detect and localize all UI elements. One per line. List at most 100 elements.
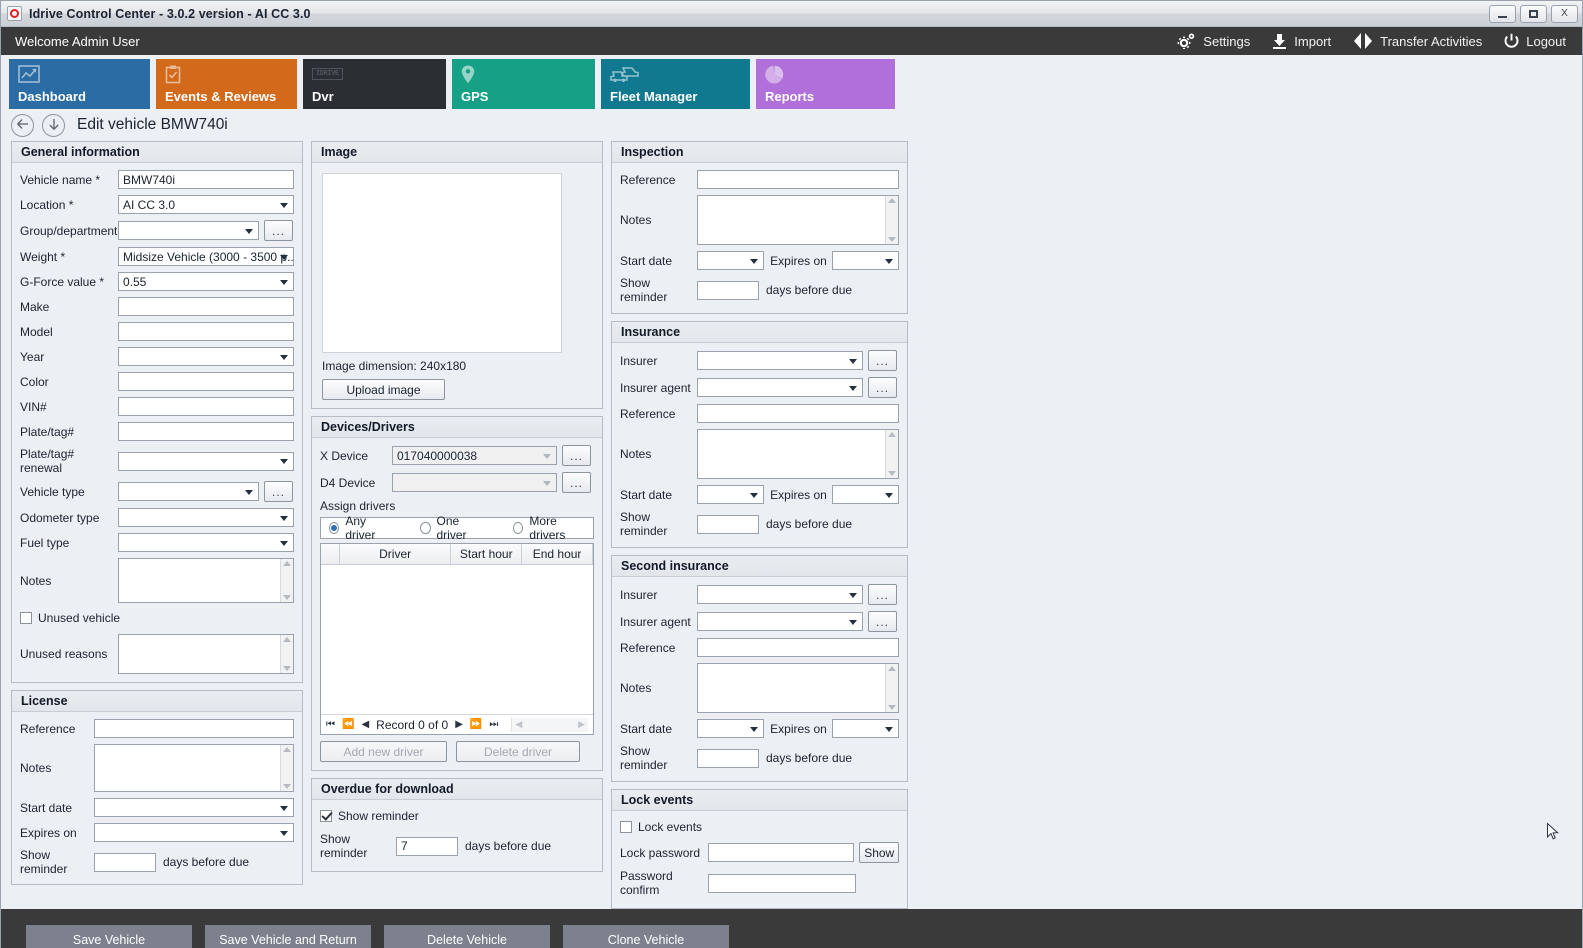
save-vehicle-button[interactable]: Save Vehicle <box>26 925 192 948</box>
license-notes-textarea[interactable] <box>94 744 294 792</box>
close-button[interactable]: X <box>1551 4 1578 23</box>
plate-tag-input[interactable] <box>118 422 294 441</box>
drivers-column-driver[interactable]: Driver <box>340 544 452 564</box>
license-start-date-select[interactable] <box>94 798 294 817</box>
back-button[interactable] <box>11 113 34 137</box>
model-input[interactable] <box>118 322 294 341</box>
second-insurance-notes-textarea[interactable] <box>697 663 899 713</box>
settings-button[interactable]: Settings <box>1177 33 1250 49</box>
notes-textarea[interactable] <box>118 558 294 603</box>
tab-events-reviews[interactable]: Events & Reviews <box>156 59 297 109</box>
color-input[interactable] <box>118 372 294 391</box>
group-department-select[interactable] <box>118 221 259 240</box>
inspection-notes-scrollbar[interactable] <box>885 196 898 244</box>
inspection-expires-on-select[interactable] <box>831 251 899 270</box>
last-record-button[interactable]: ⏭ <box>489 719 499 730</box>
odometer-type-select[interactable] <box>118 508 294 527</box>
collapse-button[interactable] <box>42 113 65 137</box>
upload-image-button[interactable]: Upload image <box>322 379 445 400</box>
previous-page-button[interactable]: ⏪ <box>342 719 355 730</box>
unused-vehicle-checkbox[interactable] <box>20 612 32 624</box>
maximize-button[interactable] <box>1520 4 1547 23</box>
unused-reasons-textarea[interactable] <box>118 634 294 674</box>
insurance-reference-input[interactable] <box>697 404 899 423</box>
d4-device-select[interactable] <box>392 473 557 492</box>
insurance-show-reminder-input[interactable] <box>697 514 759 534</box>
minimize-button[interactable] <box>1489 4 1516 23</box>
lock-password-input[interactable] <box>708 843 855 862</box>
vehicle-type-browse-button[interactable]: ... <box>264 481 293 502</box>
second-insurance-show-reminder-input[interactable] <box>697 748 759 768</box>
first-record-button[interactable]: ⏮ <box>326 719 335 730</box>
license-expires-on-select[interactable] <box>94 823 294 842</box>
insurance-insurer-agent-select[interactable] <box>697 378 863 397</box>
fuel-type-select[interactable] <box>118 533 294 552</box>
clone-vehicle-button[interactable]: Clone Vehicle <box>563 925 729 948</box>
plate-renewal-select[interactable] <box>118 451 294 471</box>
notes-scrollbar[interactable] <box>280 559 293 602</box>
group-department-browse-button[interactable]: ... <box>264 220 293 241</box>
tab-fleet-manager[interactable]: Fleet Manager <box>601 59 750 109</box>
license-show-reminder-input[interactable] <box>94 852 156 872</box>
insurance-notes-textarea[interactable] <box>697 429 899 479</box>
tab-reports[interactable]: Reports <box>756 59 895 109</box>
password-confirm-input[interactable] <box>708 873 856 893</box>
add-new-driver-button[interactable]: Add new driver <box>320 741 447 762</box>
save-vehicle-and-return-button[interactable]: Save Vehicle and Return <box>205 925 371 948</box>
second-insurance-insurer-select[interactable] <box>697 585 863 604</box>
inspection-notes-textarea[interactable] <box>697 195 899 245</box>
second-insurance-insurer-agent-select[interactable] <box>697 612 863 631</box>
radio-any-driver[interactable]: Any driver <box>329 514 390 542</box>
location-select[interactable]: AI CC 3.0 <box>118 195 294 214</box>
insurance-expires-on-select[interactable] <box>831 485 899 504</box>
license-reference-input[interactable] <box>94 719 294 738</box>
inspection-reference-input[interactable] <box>697 170 899 189</box>
weight-select[interactable]: Midsize Vehicle (3000 - 3500 p... <box>118 247 294 266</box>
previous-record-button[interactable]: ◀ <box>361 719 370 730</box>
drivers-column-end-hour[interactable]: End hour <box>522 544 593 564</box>
vehicle-name-input[interactable]: BMW740i <box>118 170 294 189</box>
insurance-insurer-agent-browse-button[interactable]: ... <box>868 377 897 398</box>
delete-driver-button[interactable]: Delete driver <box>456 741 580 762</box>
overdue-show-reminder-checkbox[interactable] <box>320 810 332 822</box>
insurance-insurer-browse-button[interactable]: ... <box>868 350 897 371</box>
inspection-show-reminder-input[interactable] <box>697 280 759 300</box>
drivers-horizontal-scrollbar[interactable]: ◀ ▶ <box>511 717 588 732</box>
year-select[interactable] <box>118 347 294 366</box>
vin-input[interactable] <box>118 397 294 416</box>
second-insurance-expires-on-select[interactable] <box>831 719 899 738</box>
insurance-notes-scrollbar[interactable] <box>885 430 898 478</box>
second-insurance-start-date-select[interactable] <box>697 719 765 738</box>
gforce-select[interactable]: 0.55 <box>118 272 294 291</box>
tab-dashboard[interactable]: Dashboard <box>9 59 150 109</box>
delete-vehicle-button[interactable]: Delete Vehicle <box>384 925 550 948</box>
second-insurance-insurer-browse-button[interactable]: ... <box>868 584 897 605</box>
overdue-show-reminder-checkbox-row[interactable]: Show reminder <box>320 809 594 823</box>
drivers-column-selector[interactable] <box>321 544 340 564</box>
radio-one-driver[interactable]: One driver <box>420 514 483 542</box>
lock-events-checkbox-row[interactable]: Lock events <box>620 820 899 834</box>
drivers-column-start-hour[interactable]: Start hour <box>451 544 523 564</box>
license-notes-scrollbar[interactable] <box>280 745 293 791</box>
x-device-select[interactable]: 017040000038 <box>392 446 557 465</box>
radio-more-drivers-button[interactable] <box>513 522 524 534</box>
radio-any-driver-button[interactable] <box>329 522 340 534</box>
next-record-button[interactable]: ▶ <box>455 719 463 730</box>
next-page-button[interactable]: ⏩ <box>469 719 483 730</box>
tab-gps[interactable]: GPS <box>452 59 595 109</box>
vehicle-type-select[interactable] <box>118 482 259 501</box>
transfer-activities-button[interactable]: Transfer Activities <box>1353 33 1482 49</box>
radio-one-driver-button[interactable] <box>420 522 431 534</box>
logout-button[interactable]: Logout <box>1504 33 1566 49</box>
d4-device-browse-button[interactable]: ... <box>562 472 591 493</box>
second-insurance-notes-scrollbar[interactable] <box>885 664 898 712</box>
radio-more-drivers[interactable]: More drivers <box>513 514 585 542</box>
second-insurance-insurer-agent-browse-button[interactable]: ... <box>868 611 897 632</box>
overdue-show-reminder-input[interactable]: 7 <box>396 836 458 856</box>
second-insurance-reference-input[interactable] <box>697 638 899 657</box>
x-device-browse-button[interactable]: ... <box>562 445 591 466</box>
inspection-start-date-select[interactable] <box>697 251 765 270</box>
insurance-insurer-select[interactable] <box>697 351 863 370</box>
show-password-button[interactable]: Show <box>859 842 899 863</box>
unused-reasons-scrollbar[interactable] <box>280 635 293 673</box>
